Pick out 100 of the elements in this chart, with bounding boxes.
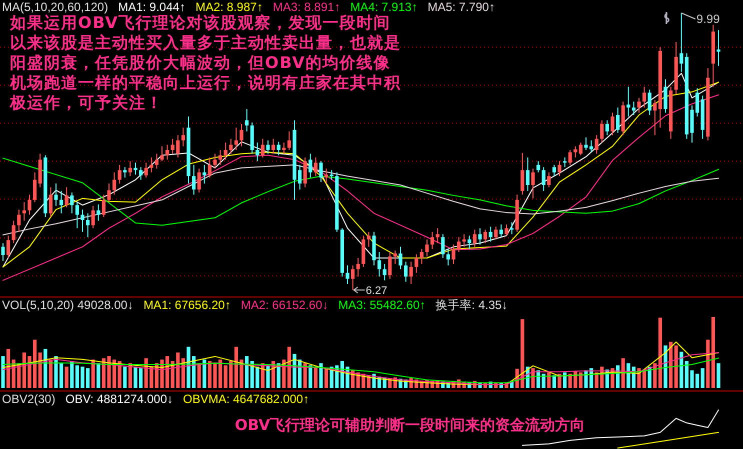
candlestick [208, 156, 212, 178]
candlestick [319, 160, 323, 183]
candlestick [388, 252, 392, 280]
candlestick [616, 107, 620, 134]
bar [700, 368, 704, 388]
candlestick [414, 254, 418, 274]
text: MA3: 8.891↑ [272, 0, 340, 14]
bar [96, 363, 100, 388]
annotation: 机场跑道一样的平稳向上运行，说明有庄家在其中积 [9, 73, 401, 92]
candlestick [17, 209, 21, 232]
bar [578, 372, 582, 388]
candlestick [272, 138, 276, 154]
bar [706, 340, 710, 388]
candlestick [494, 226, 498, 240]
bar [91, 360, 95, 388]
candlestick [144, 162, 148, 178]
bar [314, 366, 318, 388]
candlestick [48, 186, 52, 218]
candlestick [38, 153, 42, 188]
candlestick [531, 168, 535, 199]
candlestick [303, 156, 307, 188]
candlestick [324, 168, 328, 184]
candlestick [197, 168, 201, 193]
candlestick [356, 257, 360, 278]
candlestick [520, 152, 524, 196]
candlestick [436, 228, 440, 244]
candlestick [382, 263, 386, 281]
candlestick [552, 164, 556, 177]
candlestick [547, 172, 551, 188]
bar [324, 368, 328, 388]
annotation: 极运作，可予关注！ [9, 93, 163, 112]
bar [674, 345, 678, 388]
candlestick [150, 156, 154, 173]
text: OBV: 4881274.000↓ [65, 392, 173, 406]
text: 换手率: 4.35↓ [436, 298, 508, 312]
candlestick [154, 153, 158, 170]
candlestick [536, 160, 540, 173]
candlestick [128, 160, 132, 177]
bar [1, 356, 5, 388]
bar [542, 374, 546, 388]
candlestick [637, 97, 641, 114]
candlestick [504, 224, 508, 236]
candlestick [510, 222, 514, 235]
candlestick [378, 252, 382, 278]
candlestick [308, 153, 312, 178]
candlestick [526, 156, 530, 192]
bar [70, 361, 74, 388]
candlestick [70, 192, 74, 214]
candlestick [664, 78, 668, 114]
candlestick [351, 264, 355, 290]
candlestick [22, 202, 26, 222]
text: MA5: 7.790↑ [428, 0, 495, 14]
candlestick [610, 112, 614, 136]
candlestick [314, 156, 318, 177]
bar [123, 366, 127, 388]
legend-title: VOL(5,10,20) 49028.00↓ [2, 298, 134, 312]
bar [680, 352, 684, 388]
candlestick [393, 250, 397, 264]
legend-title: MA(5,10,20,60,120) [2, 0, 108, 14]
candlestick [86, 212, 90, 238]
candlestick [266, 140, 270, 154]
bar [563, 372, 567, 388]
candlestick [91, 205, 95, 229]
candlestick [181, 127, 185, 147]
bar [287, 346, 291, 388]
bar [6, 348, 10, 388]
candlestick [425, 238, 429, 257]
candlestick [468, 235, 472, 250]
candlestick [28, 194, 32, 216]
candlestick [118, 164, 122, 184]
candlestick [256, 142, 260, 162]
candlestick [346, 264, 350, 285]
candlestick [648, 89, 652, 116]
bar [303, 363, 307, 388]
bar [552, 375, 556, 388]
bar [266, 365, 270, 388]
bar [44, 348, 48, 388]
bar [245, 356, 249, 388]
candlestick [160, 146, 164, 162]
candlestick [96, 204, 100, 222]
candlestick [578, 142, 582, 156]
candlestick [366, 231, 370, 248]
candlestick [64, 186, 68, 208]
bar [48, 360, 52, 388]
text: MA2: 8.987↑ [195, 0, 263, 14]
candlestick [488, 226, 492, 242]
bar [621, 358, 625, 388]
candlestick [229, 138, 233, 154]
candlestick [446, 248, 450, 266]
candlestick [484, 229, 488, 244]
candlestick [102, 194, 106, 218]
candlestick [60, 190, 64, 214]
candlestick [123, 166, 127, 178]
bar [319, 363, 323, 388]
annotation: 以来该股是主动性买入量多于主动性卖出量，也就是 [10, 33, 401, 52]
candlestick [542, 166, 546, 192]
bar [38, 352, 42, 388]
candlestick [600, 120, 604, 144]
bar [658, 318, 662, 388]
text: MA1: 9.044↑ [118, 0, 186, 14]
